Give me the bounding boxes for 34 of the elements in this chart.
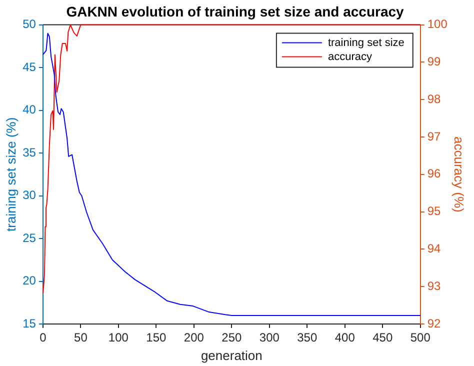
x-tick-label: 250	[222, 330, 242, 345]
y-tick-label: 45	[22, 60, 36, 74]
y-tick-label: 20	[22, 274, 36, 288]
y-axis-title: training set size (%)	[3, 117, 18, 232]
x-tick-label: 200	[184, 330, 204, 345]
x-tick-label: 300	[259, 330, 280, 345]
y-tick-label: 25	[22, 230, 36, 245]
y2-axis-title: accuracy (%)	[452, 136, 467, 212]
x-tick-label: 0	[40, 330, 47, 345]
x-tick-label: 500	[410, 330, 431, 345]
y-tick-label: 40	[22, 102, 36, 117]
chart-title: GAKNN evolution of training set size and accuracy	[66, 3, 404, 20]
legend-label: training set size	[328, 36, 404, 49]
y2-tick-label: 92	[427, 316, 442, 330]
x-tick-label: 100	[108, 330, 129, 345]
x-tick-label: 400	[334, 330, 356, 345]
y2-tick-label: 99	[427, 54, 442, 69]
x-tick-label: 50	[74, 330, 88, 345]
legend-label: accuracy	[328, 50, 372, 63]
y2-tick-label: 98	[427, 92, 442, 106]
y2-tick-label: 94	[427, 242, 442, 256]
y2-tick-label: 93	[427, 278, 442, 293]
y2-tick-label: 96	[427, 166, 442, 181]
x-tick-label: 450	[372, 330, 393, 345]
y2-tick-label: 97	[427, 129, 442, 144]
y-tick-label: 35	[22, 145, 36, 160]
x-tick-label: 350	[297, 330, 318, 345]
x-axis-title: generation	[200, 348, 262, 363]
x-tick-label: 150	[146, 330, 167, 345]
y2-tick-label: 100	[427, 17, 448, 32]
y-tick-label: 15	[22, 316, 36, 330]
y-tick-label: 30	[22, 188, 36, 202]
y-tick-label: 50	[22, 17, 36, 32]
y2-tick-label: 95	[427, 204, 442, 218]
